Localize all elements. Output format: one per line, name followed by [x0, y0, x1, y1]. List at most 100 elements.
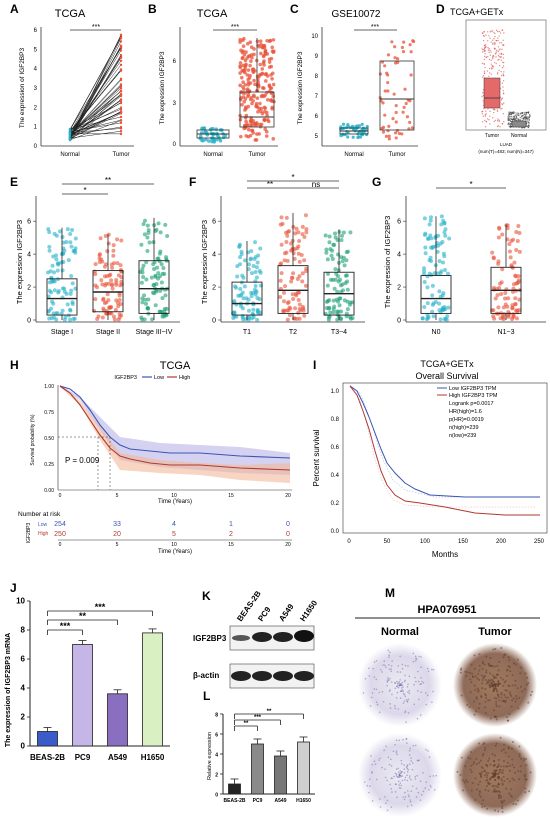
- panel-a-xtick-tumor: Tumor: [112, 152, 129, 158]
- panel-h-legend-high: High: [179, 375, 190, 381]
- panel-a-ytick: 2: [34, 105, 38, 111]
- panel-a-ytick: 3: [34, 86, 38, 92]
- panel-e-plot: E The expression IGF2BP3 0 2 4 6 Stage I Stag…: [10, 175, 180, 336]
- xtick: A549: [108, 753, 128, 762]
- panel-a-ytick: 0: [34, 144, 38, 150]
- panel-m-title: HPA076951: [417, 604, 476, 616]
- panel-k-band: [273, 632, 293, 642]
- xtick: A549: [275, 798, 287, 804]
- panel-i-xlabel: Months: [432, 550, 458, 559]
- panel-h-risk-high-label: High: [38, 531, 49, 537]
- bar-beas-2b: [37, 731, 58, 747]
- panel-i-xtick: 200: [496, 539, 507, 545]
- panel-b-letter: B: [148, 2, 157, 16]
- panel-i-xtick: 100: [420, 539, 431, 545]
- ytick: 6: [27, 219, 31, 226]
- panel-i-xtick: 50: [384, 539, 391, 545]
- xtick: Stage II: [96, 329, 120, 336]
- ytick: 2: [21, 713, 26, 722]
- panel-m-ihc: M HPA076951 Normal Tumor: [355, 586, 540, 817]
- bar-beas-2b: [228, 783, 241, 795]
- panel-k-band: [252, 632, 272, 642]
- panel-d-sub2: (num(T)=483; num(N)=347): [478, 149, 534, 154]
- panel-i-xtick: 250: [534, 539, 545, 545]
- ytick: 4: [397, 252, 401, 259]
- panel-c: C GSE10072 5 6 7 8 9 10 *** Normal Tumor The …: [282, 0, 422, 165]
- panel-l-ylabel: Relative expression: [207, 732, 213, 780]
- panel-k-band-label: IGF2BP3: [193, 634, 227, 643]
- panel-c-sig: ***: [371, 24, 379, 31]
- panel-d-xtick: Tumor: [485, 133, 500, 139]
- panel-h-letter: H: [10, 358, 19, 372]
- panel-k-band: [294, 671, 314, 681]
- panel-c-letter: C: [290, 2, 299, 16]
- bar-pc9: [251, 743, 264, 795]
- panel-i-stat: p(HR)=0.0019: [449, 417, 484, 423]
- panel-k-band: [231, 671, 251, 681]
- panel-b-ytick: 3: [173, 101, 177, 107]
- sig: *: [83, 186, 86, 195]
- panel-h-risk-high: 2: [229, 531, 233, 538]
- panel-k-band-label: β-actin: [193, 671, 219, 680]
- panel-h-xtick: 10: [171, 493, 177, 499]
- panel-a-letter: A: [10, 2, 19, 16]
- panel-c-plot: C GSE10072 5 6 7 8 9 10 *** Normal Tumor The …: [290, 2, 418, 158]
- panel-d-box-normal: [511, 120, 527, 128]
- sig: *: [469, 180, 472, 189]
- panel-g: G The expression of IGF2BP3 0 2 4 6 N0 N1~3 *: [370, 172, 550, 342]
- xtick: T2: [289, 329, 297, 336]
- panel-d-plot: D TCGA+GETx Tumor Normal LUAD (num(T)=48…: [436, 2, 547, 154]
- panel-b-xtick: Tumor: [248, 152, 265, 158]
- panel-c-ytick: 5: [315, 134, 319, 140]
- ytick: 0: [212, 318, 216, 325]
- panel-f-letter: F: [189, 175, 196, 189]
- sig: **: [105, 176, 111, 185]
- panel-j-letter: J: [10, 581, 17, 595]
- ytick: 0: [397, 318, 401, 325]
- panel-h-title: TCGA: [160, 360, 191, 372]
- ytick: 6: [397, 219, 401, 226]
- panel-h-high-curve: [59, 385, 291, 471]
- xtick: T3~4: [331, 329, 347, 336]
- panel-g-plot: G The expression of IGF2BP3 0 2 4 6 N0 N1~3 *: [372, 175, 546, 336]
- panel-i-title1: TCGA+GETx: [420, 359, 474, 369]
- sig: **: [267, 180, 273, 189]
- panel-b-sig: ***: [231, 24, 239, 31]
- ytick: 10: [16, 597, 25, 606]
- ytick: 0: [27, 318, 31, 325]
- panel-h-risk-low: 254: [54, 521, 66, 528]
- panel-h-xtick: 0: [59, 493, 62, 499]
- panel-h-low-curve: [59, 385, 291, 459]
- panel-i-ytick: 0.8: [331, 417, 340, 423]
- panel-h-legend-title: IGF2BP3: [114, 375, 137, 381]
- panel-a-title: TCGA: [55, 8, 86, 20]
- panel-c-ytick: 10: [311, 34, 318, 40]
- panel-b-title: TCGA: [197, 8, 228, 20]
- xtick: PC9: [75, 753, 91, 762]
- panel-h-ytick: 0.75: [44, 410, 54, 416]
- panel-f-ylabel: The expression IGF2BP3: [200, 220, 209, 304]
- panel-h-ytick: 1.00: [44, 384, 54, 390]
- panel-i-plot: I TCGA+GETx Overall Survival 0.0 0.2 0.4 0.…: [312, 358, 548, 559]
- panel-i-letter: I: [313, 358, 316, 372]
- panel-d-sub1: LUAD: [500, 142, 513, 147]
- sig: **: [79, 611, 87, 621]
- panel-k-band: [294, 630, 314, 642]
- panel-f: F The expression IGF2BP3 0 2 4 6 T1 T2 T3~4 ** *…: [185, 172, 370, 342]
- panel-h-ytick: 0.50: [44, 436, 54, 442]
- panel-d-letter: D: [436, 2, 445, 16]
- panel-b-ylabel: The expression IGF2BP3: [159, 51, 166, 124]
- xtick: Stage I: [51, 329, 73, 336]
- panel-c-ytick: 7: [315, 94, 319, 100]
- panel-h-risk-xtick: 5: [116, 542, 119, 548]
- panel-i-stat: HR(high)=1.6: [449, 409, 482, 415]
- xtick: PC9: [253, 798, 263, 804]
- xtick: H1650: [141, 753, 165, 762]
- sig: ns: [312, 180, 320, 189]
- panel-a-sig: ***: [92, 24, 100, 31]
- panel-i-stat: n(high)=239: [449, 425, 479, 431]
- ytick: 4: [21, 684, 26, 693]
- panel-j-ylabel: The expression of IGF2BP3 mRNA: [5, 633, 12, 747]
- panel-c-xtick: Tumor: [388, 152, 405, 158]
- bar-h1650: [142, 632, 163, 747]
